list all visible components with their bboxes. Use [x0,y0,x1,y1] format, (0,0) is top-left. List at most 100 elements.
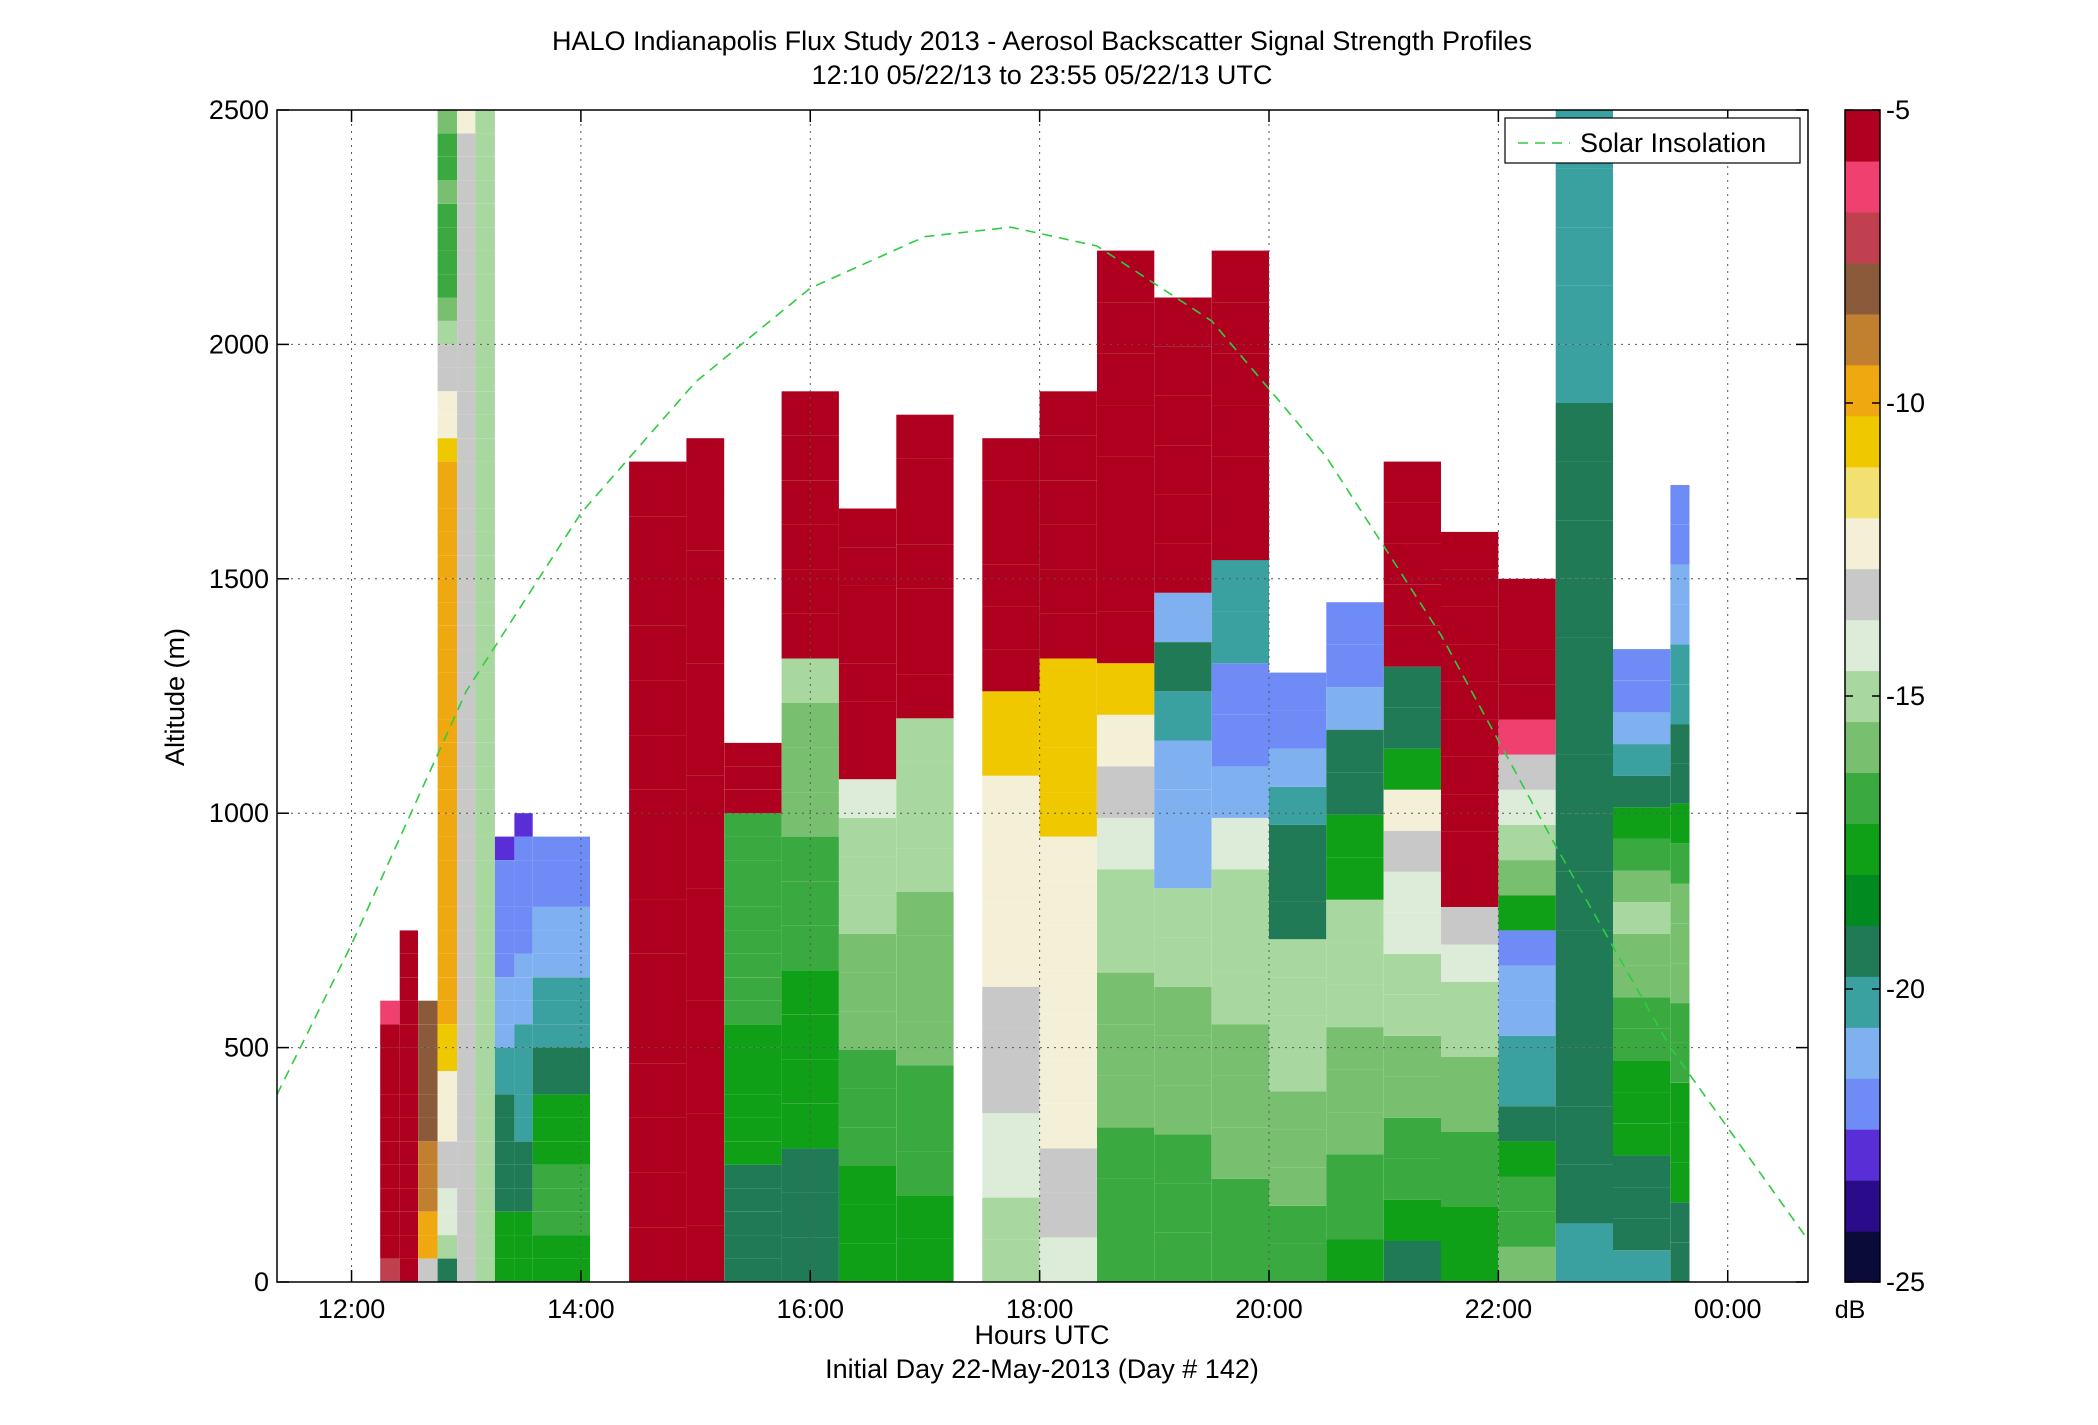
heatmap-cell [532,1258,590,1282]
colorbar-segment [1845,823,1880,875]
heatmap-cell [475,1094,495,1118]
heatmap-cell [1613,680,1671,713]
heatmap-cell [514,977,533,1001]
heatmap-cell [1441,1057,1499,1095]
heatmap-cell [532,1024,590,1048]
heatmap-cell [457,836,476,860]
heatmap-cell [437,1071,458,1095]
heatmap-cell [1383,1158,1441,1200]
heatmap-cell [1498,719,1556,755]
heatmap-cell [457,461,476,485]
heatmap-cell [437,883,458,907]
heatmap-cell [457,602,476,626]
heatmap-cell [457,297,476,321]
heatmap-cell [838,779,897,818]
heatmap-cell [982,860,1040,903]
heatmap-cell [1441,1244,1499,1282]
heatmap-cell [896,1021,954,1066]
legend: Solar Insolation [1504,117,1801,164]
heatmap-cell [1555,461,1613,521]
heatmap-cell [781,1192,839,1238]
heatmap-cell [475,110,495,134]
heatmap-cell [1211,456,1269,509]
heatmap-cell [1441,1019,1499,1057]
heatmap-cell [1498,1176,1556,1212]
heatmap-cell [686,494,725,551]
heatmap-cell [437,602,458,626]
colorbar-segment [1845,517,1880,570]
heatmap-cell [629,1117,687,1173]
heatmap-cell [475,766,495,790]
heatmap-cell [437,555,458,579]
heatmap-cell [514,1024,533,1048]
heatmap-cell [1670,485,1690,525]
heatmap-cell [629,680,687,736]
heatmap-cell [514,1258,533,1282]
heatmap-cell [1154,789,1212,839]
heatmap-cell [724,1047,782,1071]
heatmap-cell [724,813,782,837]
heatmap-cell [437,649,458,673]
heatmap-cell [457,250,476,274]
heatmap-cell [532,1071,590,1095]
heatmap-cell [475,555,495,579]
colorbar-segment [1845,976,1880,1028]
heatmap-cell [399,1235,418,1259]
heatmap-cell [1555,1047,1613,1107]
heatmap-cell [838,1011,897,1050]
heatmap-cell [1670,923,1690,964]
heatmap-cell [838,1049,897,1089]
heatmap-cell [380,1164,400,1189]
heatmap-cell [896,674,954,719]
heatmap-cell [686,438,725,495]
heatmap-cell [982,691,1040,734]
heatmap-cell [494,1047,515,1071]
heatmap-cell [437,250,458,274]
heatmap-cell [982,649,1040,692]
heatmap-cell [1383,1117,1441,1159]
heatmap-cell [1039,747,1097,793]
heatmap-cell [724,742,782,767]
heatmap-cell [1498,1246,1556,1282]
y-tick-label: 1000 [209,798,269,828]
colorbar-segment [1845,466,1880,519]
heatmap-cell [896,414,954,459]
heatmap-cell [437,367,458,392]
heatmap-cell [475,297,495,321]
heatmap-cell [1154,445,1212,495]
heatmap-cell [437,836,458,860]
heatmap-cell [1154,592,1212,643]
y-tick-label: 2000 [209,329,269,359]
heatmap-cell [629,461,687,517]
heatmap-cell [437,578,458,603]
heatmap-cell [532,930,590,954]
heatmap-cell [475,156,495,181]
heatmap-cell [1269,1167,1327,1206]
heatmap-cell [475,602,495,626]
heatmap-cell [1039,703,1097,748]
heatmap-cell [1441,1132,1499,1170]
heatmap-cell [1154,691,1212,741]
heatmap-cell [1039,614,1097,659]
heatmap-cell [457,133,476,157]
heatmap-cell [457,1211,476,1236]
heatmap-cell [1269,710,1327,749]
heatmap-cell [532,1047,590,1071]
heatmap-cell [724,1188,782,1212]
heatmap-cell [514,1164,533,1189]
heatmap-cell [1211,1024,1269,1076]
heatmap-cell [781,524,839,570]
heatmap-cell [1211,1230,1269,1282]
heatmap-cell [1441,1094,1499,1132]
heatmap-cell [982,438,1040,481]
heatmap-cell [1097,456,1155,509]
heatmap-cell [437,1047,458,1071]
heatmap-cell [418,1211,438,1236]
heatmap-cell [724,1164,782,1189]
heatmap-cell [514,813,533,837]
heatmap-cell [475,250,495,274]
colorbar-segment [1845,1129,1880,1181]
heatmap-cell [457,977,476,1001]
heatmap-cell [1555,696,1613,755]
heatmap-cell [1441,606,1499,645]
